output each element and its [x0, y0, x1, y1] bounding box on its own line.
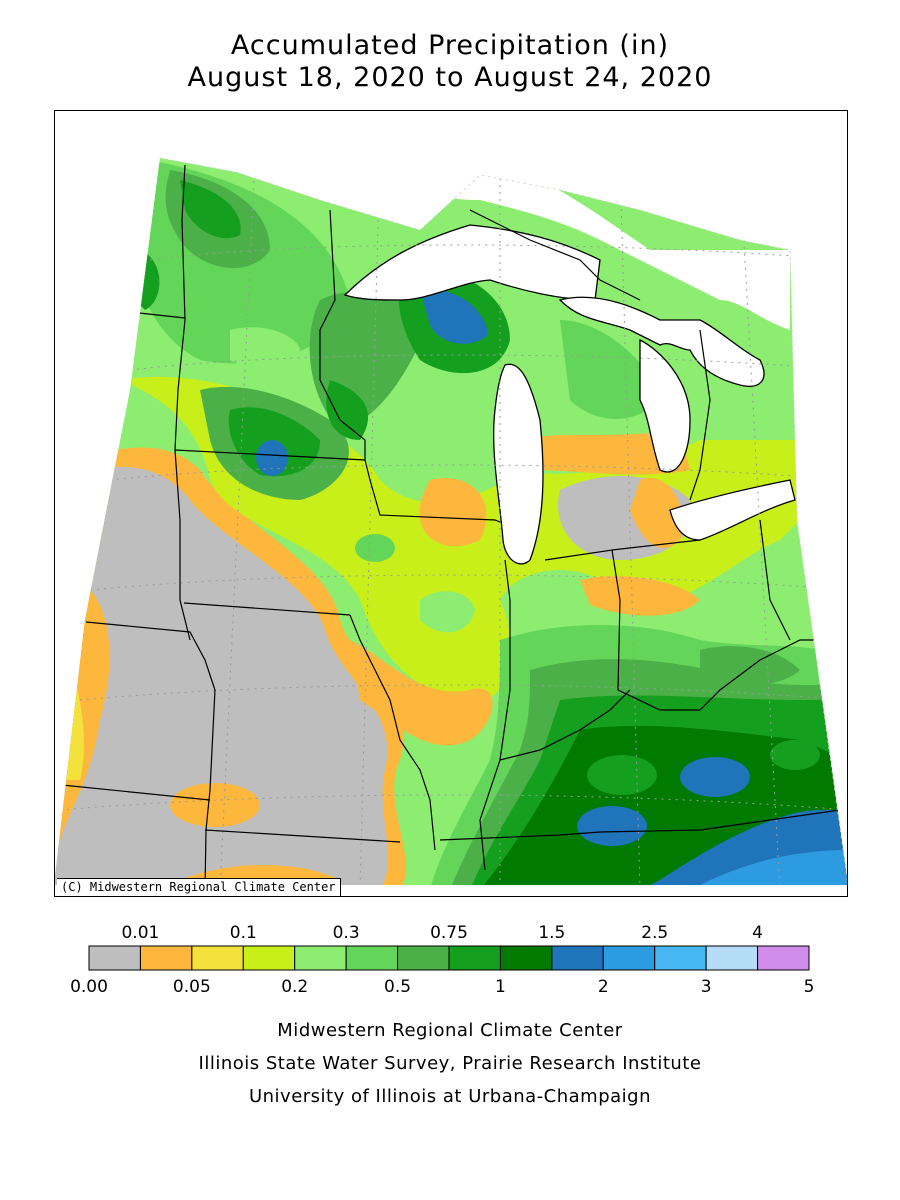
legend-swatch-13 [757, 945, 810, 971]
legend-bottom-label: 0.05 [173, 977, 211, 997]
legend-bottom-label: 0.2 [281, 977, 308, 997]
footer-line-2: Illinois State Water Survey, Prairie Res… [198, 1053, 702, 1074]
legend-swatch-11 [654, 945, 707, 971]
legend-top-label: 0.75 [430, 923, 468, 943]
legend-swatch-3 [242, 945, 296, 971]
legend-swatch-12 [705, 945, 759, 971]
footer-line-1: Midwestern Regional Climate Center [277, 1020, 623, 1041]
legend-swatch-8 [499, 945, 553, 971]
legend-bottom-label: 2 [598, 977, 609, 997]
legend-bottom-labels: 0.00 0.05 0.2 0.5 1 2 3 5 [70, 977, 814, 997]
footer-line-3: University of Illinois at Urbana-Champai… [248, 1086, 652, 1107]
legend-swatch-1 [139, 945, 193, 971]
precip-field [54, 158, 848, 885]
legend-swatch-0 [88, 945, 141, 971]
precip-legend [88, 945, 810, 971]
legend-top-label: 2.5 [641, 923, 668, 943]
legend-top-label: 1.5 [538, 923, 565, 943]
legend-swatch-9 [551, 945, 604, 971]
legend-top-label: 4 [752, 923, 763, 943]
map-date-range: August 18, 2020 to August 24, 2020 [187, 62, 713, 93]
legend-swatch-2 [191, 945, 244, 971]
legend-top-labels: 0.01 0.1 0.3 0.75 1.5 2.5 4 [121, 923, 762, 943]
map-title: Accumulated Precipitation (in) [230, 30, 670, 61]
legend-swatch-10 [602, 945, 656, 971]
legend-top-label: 0.01 [121, 923, 159, 943]
legend-top-label: 0.3 [333, 923, 360, 943]
legend-bottom-label: 0.5 [384, 977, 411, 997]
legend-swatch-6 [397, 945, 450, 971]
legend-swatch-5 [345, 945, 399, 971]
legend-swatch-4 [294, 945, 347, 971]
legend-bottom-label: 5 [804, 977, 815, 997]
legend-top-label: 0.1 [230, 923, 257, 943]
legend-swatch-7 [448, 945, 501, 971]
map-credit: (C) Midwestern Regional Climate Center [57, 878, 341, 896]
legend-bottom-label: 3 [701, 977, 712, 997]
legend-bottom-label: 1 [495, 977, 506, 997]
legend-bottom-label: 0.00 [70, 977, 108, 997]
